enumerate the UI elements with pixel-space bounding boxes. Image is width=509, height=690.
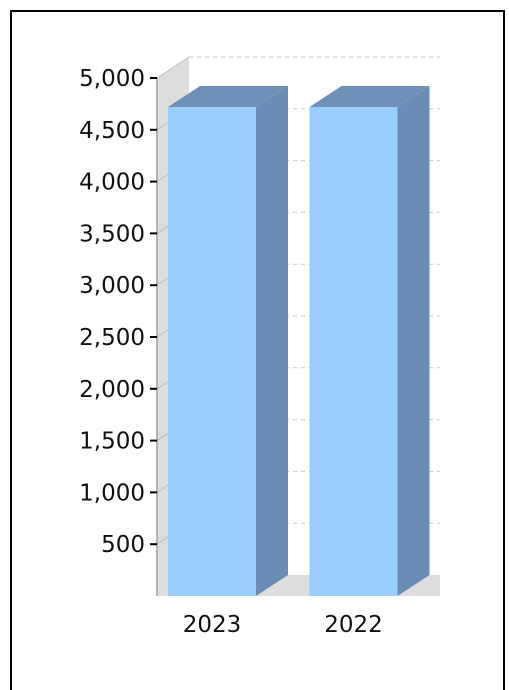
x-tick-label: 2023 <box>183 612 242 638</box>
y-tick-label: 5,000 <box>79 66 145 92</box>
bar-side <box>397 86 430 597</box>
y-tick-label: 4,500 <box>79 118 145 144</box>
y-tick-label: 500 <box>101 532 145 558</box>
y-tick-label: 3,500 <box>79 221 145 247</box>
y-tick-label: 1,000 <box>79 480 145 506</box>
x-axis-labels: 2023 2022 <box>183 612 383 638</box>
y-tick-label: 4,000 <box>79 170 145 196</box>
y-axis: 500 1,000 1,500 2,000 2,500 3,000 3,500 4,000 4,… <box>79 66 158 596</box>
bar-front <box>168 107 256 597</box>
y-tick-label: 1,500 <box>79 429 145 455</box>
bar <box>168 86 288 597</box>
y-tick-label: 3,000 <box>79 273 145 299</box>
bars <box>168 86 430 597</box>
bar <box>309 86 430 597</box>
y-tick-label: 2,500 <box>79 325 145 351</box>
bar-top <box>168 86 288 108</box>
bar-side <box>256 86 288 597</box>
bar-front <box>309 107 398 597</box>
bar-top <box>309 86 430 108</box>
gridline-depth <box>156 56 190 79</box>
x-tick-label: 2022 <box>324 612 383 638</box>
y-tick-label: 2,000 <box>79 377 145 403</box>
